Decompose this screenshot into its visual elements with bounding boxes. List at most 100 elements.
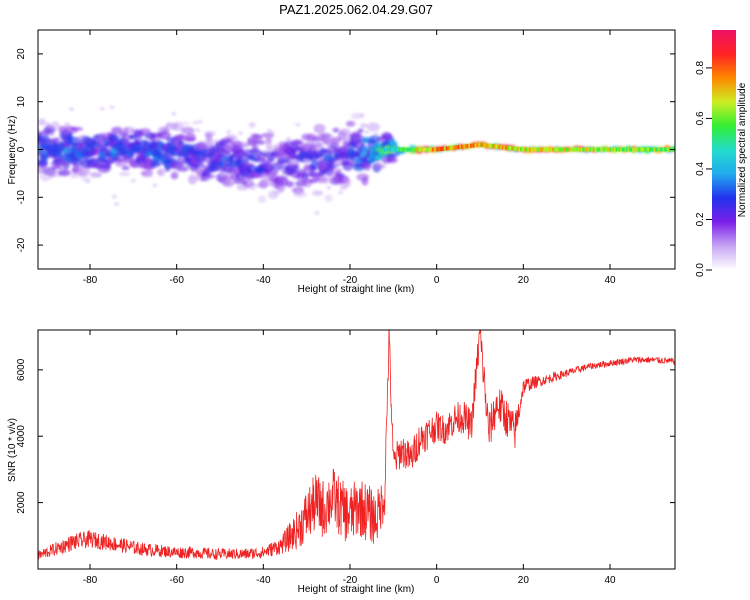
- heatmap-cells: [38, 105, 675, 215]
- heatmap-cell: [433, 147, 437, 152]
- heatmap-cell: [603, 147, 606, 152]
- heatmap-cell: [518, 147, 522, 152]
- x-tick-label: 20: [518, 575, 530, 586]
- heatmap-cell: [641, 147, 644, 152]
- heatmap-cell: [157, 168, 166, 177]
- snr-y-label: SNR (10 * v/v): [7, 418, 18, 482]
- heatmap-cell: [314, 211, 320, 215]
- heatmap-cell: [463, 144, 467, 149]
- heatmap-cell: [251, 144, 259, 153]
- spectrogram-panel: -80 -60 -40 -20 0 20 40 -20 -10 0 10 20 Height of …: [7, 29, 676, 295]
- heatmap-cell: [497, 144, 500, 149]
- heatmap-cell: [488, 143, 491, 148]
- y-tick-label: 6000: [16, 358, 27, 381]
- colorbar-ticks: 0.0 0.2 0.4 0.6 0.8: [695, 61, 712, 277]
- heatmap-cell: [407, 147, 411, 152]
- heatmap-cell: [369, 134, 381, 144]
- heatmap-cell: [583, 147, 587, 152]
- heatmap-cell: [162, 127, 170, 136]
- heatmap-cell: [109, 105, 115, 110]
- x-tick-label: -60: [169, 275, 184, 286]
- heatmap-cell: [415, 147, 418, 152]
- heatmap-cell: [471, 143, 475, 148]
- y-tick-label: 20: [16, 48, 27, 60]
- heatmap-cell: [442, 146, 446, 151]
- heatmap-cell: [479, 142, 482, 147]
- colorbar-tick-label: 0.0: [695, 263, 706, 277]
- spectrogram-y-ticks: -20 -10 0 10 20: [16, 48, 675, 252]
- heatmap-cell: [515, 146, 519, 151]
- heatmap-cell: [548, 147, 552, 152]
- heatmap-cell: [565, 147, 569, 152]
- heatmap-cell: [585, 147, 588, 152]
- colorbar-tick-label: 0.4: [695, 162, 706, 176]
- heatmap-cell: [586, 147, 590, 152]
- heatmap-cell: [147, 173, 153, 178]
- heatmap-cell: [326, 142, 341, 149]
- heatmap-cell: [665, 147, 669, 152]
- heatmap-cell: [527, 147, 531, 152]
- heatmap-cell: [427, 147, 431, 152]
- heatmap-cell: [632, 147, 635, 152]
- x-tick-label: 0: [434, 275, 440, 286]
- heatmap-cell: [424, 147, 428, 152]
- heatmap-cell: [623, 147, 626, 152]
- heatmap-cell: [444, 146, 447, 151]
- heatmap-cell: [49, 132, 55, 137]
- heatmap-cell: [589, 147, 593, 152]
- x-tick-label: -40: [256, 575, 271, 586]
- spectrogram-y-label: Frequency (Hz): [7, 116, 18, 185]
- heatmap-cell: [250, 186, 255, 191]
- heatmap-cell: [465, 144, 468, 149]
- heatmap-cell: [573, 147, 576, 152]
- heatmap-cell: [629, 147, 632, 152]
- heatmap-cell: [406, 147, 409, 152]
- heatmap-cell: [107, 133, 120, 143]
- snr-series-line: [38, 330, 675, 560]
- heatmap-cell: [373, 132, 379, 137]
- heatmap-cell: [304, 159, 310, 163]
- heatmap-cell: [436, 147, 440, 152]
- heatmap-cell: [598, 147, 602, 152]
- heatmap-cell: [384, 147, 388, 152]
- heatmap-cell: [121, 165, 130, 171]
- heatmap-cell: [412, 147, 415, 152]
- heatmap-cell: [447, 146, 450, 151]
- colorbar-tick-label: 0.2: [695, 212, 706, 226]
- heatmap-cell: [323, 180, 329, 185]
- heatmap-cell: [475, 143, 479, 148]
- heatmap-cell: [130, 178, 136, 183]
- heatmap-cell: [413, 147, 417, 152]
- heatmap-cell: [257, 155, 266, 161]
- heatmap-cell: [521, 147, 525, 152]
- heatmap-cell: [539, 147, 543, 152]
- heatmap-cell: [195, 128, 201, 132]
- x-tick-label: -40: [256, 275, 271, 286]
- heatmap-cell: [338, 128, 351, 136]
- snr-panel: -80 -60 -40 -20 0 20 40 2000 4000 6000 Height of…: [7, 329, 676, 595]
- y-tick-label: 0: [16, 146, 27, 152]
- snr-x-ticks: -80 -60 -40 -20 0 20 40: [83, 330, 616, 586]
- heatmap-cell: [152, 183, 158, 188]
- heatmap-cell: [594, 147, 597, 152]
- heatmap-cell: [267, 130, 275, 139]
- x-tick-label: 40: [604, 575, 616, 586]
- heatmap-cell: [462, 144, 465, 149]
- heatmap-cell: [644, 147, 647, 152]
- heatmap-cell: [376, 163, 386, 170]
- heatmap-cell: [448, 146, 452, 151]
- heatmap-cell: [364, 130, 370, 135]
- heatmap-cell: [664, 147, 667, 152]
- heatmap-cell: [395, 147, 399, 152]
- heatmap-cell: [70, 126, 84, 132]
- heatmap-cell: [536, 147, 540, 152]
- heatmap-cell: [418, 147, 421, 152]
- heatmap-cell: [545, 147, 549, 152]
- heatmap-cell: [324, 194, 333, 203]
- y-tick-label: -10: [16, 190, 27, 205]
- heatmap-cell: [460, 144, 464, 149]
- colorbar: 0.0 0.2 0.4 0.6 0.8 Normalized spectral ampl…: [695, 30, 748, 277]
- heatmap-cell: [469, 143, 473, 148]
- heatmap-cell: [542, 147, 546, 152]
- heatmap-cell: [386, 147, 390, 152]
